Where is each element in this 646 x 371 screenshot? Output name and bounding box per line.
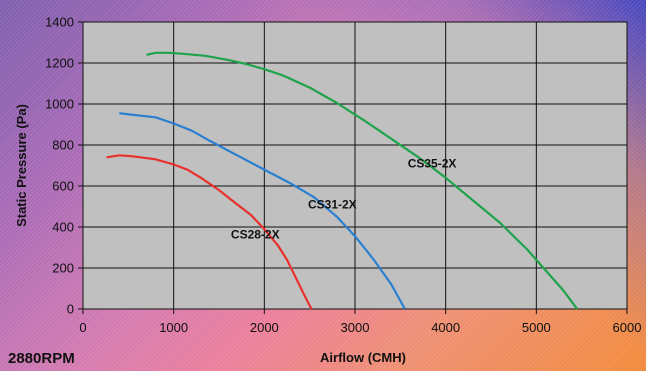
axis-ticks: 0 200 400 600 800 1000 1200 1400 0 1000 2000 3000 40… [45, 15, 641, 336]
rpm-annotation: 2880RPM [8, 350, 75, 367]
y-tick-label: 1400 [45, 15, 74, 30]
x-tick-label: 1000 [159, 320, 188, 335]
series-labels: CS28-2X CS31-2X CS35-2X [231, 157, 457, 242]
series-label-cs31-2x: CS31-2X [308, 198, 357, 212]
y-tick-label: 400 [52, 220, 74, 235]
y-tick-label: 0 [67, 302, 74, 317]
x-axis-title: Airflow (CMH) [320, 350, 406, 365]
series-lines [106, 51, 578, 310]
series-label-cs28-2x: CS28-2X [231, 227, 280, 241]
x-tick-label: 6000 [613, 320, 642, 335]
y-tick-label: 200 [52, 261, 74, 276]
x-tick-label: 4000 [431, 320, 460, 335]
y-axis-title: Static Pressure (Pa) [14, 104, 29, 227]
y-tick-label: 1000 [45, 97, 74, 112]
series-label-cs35-2x: CS35-2X [408, 157, 457, 171]
series-line-cs28-2x [106, 154, 313, 310]
x-tick-label: 2000 [250, 320, 279, 335]
y-tick-label: 1200 [45, 56, 74, 71]
series-line-cs35-2x [146, 51, 578, 310]
y-tick-label: 800 [52, 138, 74, 153]
y-tick-label: 600 [52, 179, 74, 194]
x-tick-label: 5000 [522, 320, 551, 335]
series-line-cs31-2x [119, 112, 406, 310]
x-tick-label: 0 [79, 320, 86, 335]
x-tick-label: 3000 [341, 320, 370, 335]
